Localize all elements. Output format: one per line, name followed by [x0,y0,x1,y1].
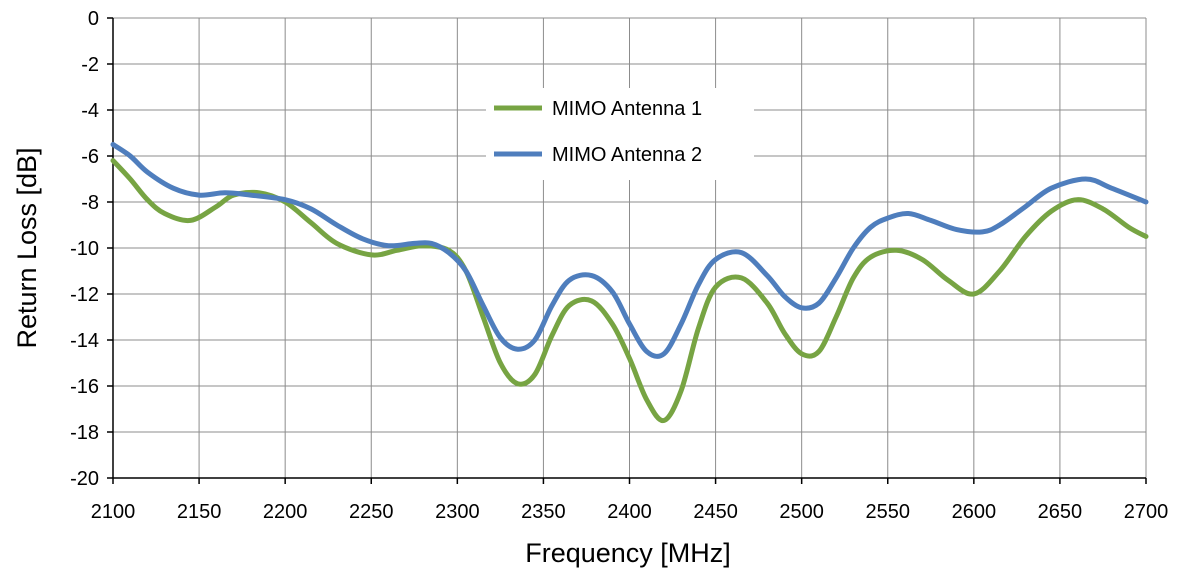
x-tick-label-2350: 2350 [521,501,566,523]
x-tick-label-2150: 2150 [177,501,222,523]
x-tick-label-2250: 2250 [349,501,394,523]
y-tick-label--10: -10 [70,238,99,260]
y-tick-label--14: -14 [70,330,99,352]
x-axis-title: Frequency [MHz] [525,538,731,568]
y-tick-label--12: -12 [70,284,99,306]
y-axis-title: Return Loss [dB] [12,147,42,348]
y-tick-labels: 0 -2 -4 -6 -8 -10 -12 -14 -16 -18 -20 [70,8,99,490]
grid-lines [113,17,1147,478]
y-tick-label--6: -6 [81,146,99,168]
x-tick-label-2600: 2600 [952,501,997,523]
y-tick-label--20: -20 [70,468,99,490]
y-tick-label--16: -16 [70,376,99,398]
y-tick-label--8: -8 [81,192,99,214]
x-tick-label-2450: 2450 [693,501,738,523]
axes [107,17,1147,484]
x-tick-label-2700: 2700 [1124,501,1169,523]
y-tick-label--4: -4 [81,100,99,122]
y-tick-label--2: -2 [81,54,99,76]
y-tick-label-0: 0 [88,8,99,30]
x-tick-label-2500: 2500 [779,501,824,523]
legend: MIMO Antenna 1 MIMO Antenna 2 [486,88,754,180]
y-tick-label--18: -18 [70,422,99,444]
legend-background [486,88,754,180]
x-tick-label-2300: 2300 [435,501,480,523]
x-tick-label-2400: 2400 [607,501,652,523]
x-tick-label-2550: 2550 [866,501,911,523]
x-tick-labels: 2100 2150 2200 2250 2300 2350 2400 2450 2500 2550… [91,501,1169,523]
x-tick-label-2200: 2200 [263,501,308,523]
x-tick-label-2650: 2650 [1038,501,1083,523]
series-line-antenna-2 [110,142,1149,359]
legend-label-antenna-2: MIMO Antenna 2 [552,144,702,166]
series-lines [110,142,1149,424]
legend-label-antenna-1: MIMO Antenna 1 [552,98,702,120]
x-tick-label-2100: 2100 [91,501,136,523]
